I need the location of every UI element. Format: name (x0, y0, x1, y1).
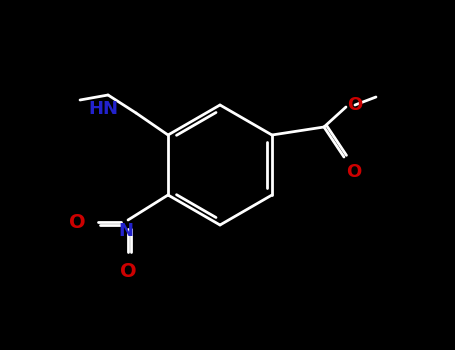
Text: HN: HN (88, 100, 118, 118)
Text: O: O (70, 212, 86, 231)
Text: O: O (347, 96, 362, 114)
Text: N: N (119, 222, 133, 240)
Text: O: O (346, 163, 361, 181)
Text: O: O (120, 262, 136, 281)
